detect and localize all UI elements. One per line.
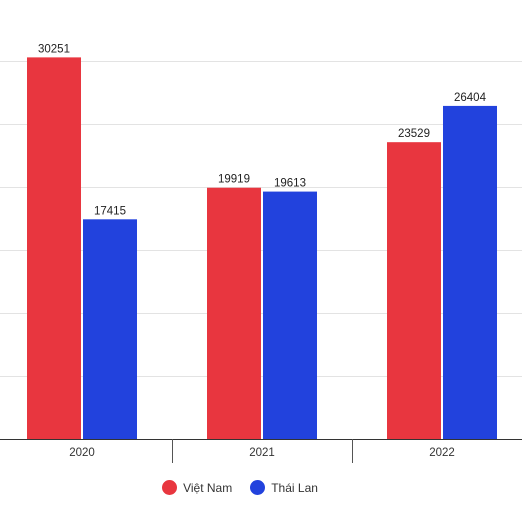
value-labels: 30251 17415 19919 19613 23529 26404 xyxy=(38,43,487,217)
bar-2021-series-1 xyxy=(207,187,261,439)
bars xyxy=(27,57,497,439)
value-label-2022-series-1: 23529 xyxy=(398,128,430,140)
legend-dot-series-1 xyxy=(162,480,178,495)
x-tick-label-2020: 2020 xyxy=(69,447,95,459)
bar-2020-series-2 xyxy=(83,219,137,439)
legend-item-series-2[interactable]: Thái Lan xyxy=(250,480,318,495)
bar-2022-series-1 xyxy=(387,142,441,439)
value-label-2020-series-1: 30251 xyxy=(38,43,70,55)
legend-label-series-2: Thái Lan xyxy=(271,480,318,495)
x-axis: 2020 2021 2022 xyxy=(0,439,522,463)
value-label-2021-series-1: 19919 xyxy=(218,174,250,186)
legend: Việt Nam Thái Lan xyxy=(0,480,480,495)
legend-label-series-1: Việt Nam xyxy=(183,480,233,495)
bar-2022-series-2 xyxy=(443,105,497,439)
value-label-2022-series-2: 26404 xyxy=(454,92,487,104)
legend-dot-series-2 xyxy=(250,480,266,495)
bar-2021-series-2 xyxy=(263,191,317,439)
legend-item-series-1[interactable]: Việt Nam xyxy=(162,480,232,495)
x-tick-label-2022: 2022 xyxy=(429,447,455,459)
x-tick-label-2021: 2021 xyxy=(249,447,275,459)
value-label-2021-series-2: 19613 xyxy=(274,178,306,190)
bar-2020-series-1 xyxy=(27,57,81,439)
value-label-2020-series-2: 17415 xyxy=(94,205,126,217)
